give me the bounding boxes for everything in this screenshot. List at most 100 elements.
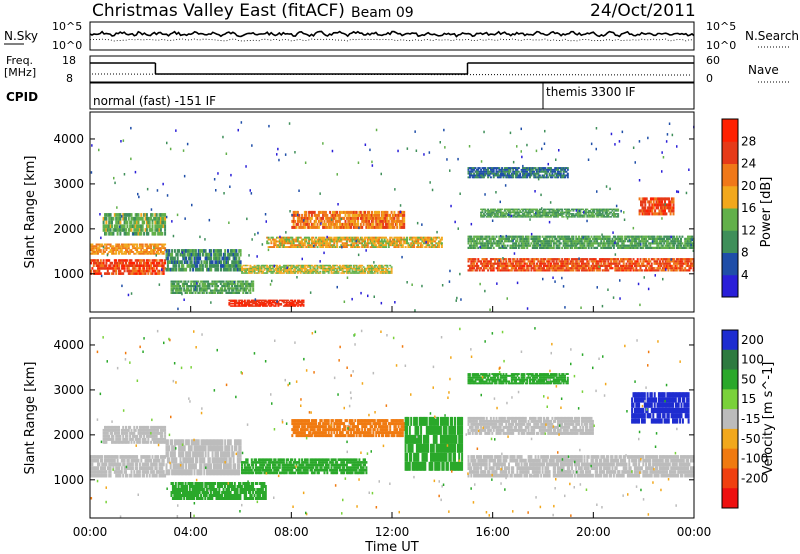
heatmap-cell: [673, 244, 675, 247]
heatmap-cell: [512, 170, 515, 173]
heatmap-cell: [612, 260, 615, 263]
heatmap-cell: [675, 269, 678, 272]
heatmap-cell: [480, 213, 483, 215]
heatmap-cell: [568, 237, 571, 240]
heatmap-cell: [152, 249, 155, 251]
heatmap-cell: [116, 228, 119, 232]
heatmap-cell: [422, 242, 425, 245]
heatmap-cell: [245, 287, 248, 290]
heatmap-cell: [154, 220, 157, 225]
heatmap-cell: [362, 216, 365, 220]
heatmap-cell: [92, 259, 95, 262]
heatmap-cell: [547, 168, 550, 171]
heatmap-cell: [291, 303, 294, 305]
heatmap-cell: [540, 258, 543, 261]
heatmap-cell: [264, 264, 267, 267]
heatmap-cell: [545, 176, 548, 179]
heatmap-cell: [499, 258, 502, 261]
heatmap-cell: [350, 246, 353, 248]
heatmap-cell: [344, 238, 347, 241]
heatmap-cell: [484, 208, 487, 211]
heatmap-cell: [372, 242, 375, 245]
heatmap-cell: [385, 216, 387, 220]
heatmap-cell: [422, 236, 425, 239]
heatmap-cell: [642, 237, 645, 240]
heatmap-cell: [653, 246, 656, 249]
heatmap-cell: [600, 264, 603, 267]
heatmap-cell: [250, 301, 253, 304]
nsearch-tick-top: 10^5: [706, 20, 736, 33]
heatmap-cell: [499, 210, 502, 212]
heatmap-cell: [174, 280, 177, 283]
heatmap-cell: [643, 237, 646, 240]
heatmap-cell: [127, 231, 130, 236]
heatmap-cell: [269, 305, 271, 307]
heatmap-cell: [217, 289, 219, 292]
heatmap-cell: [242, 300, 245, 303]
heatmap-cell: [351, 222, 354, 226]
heatmap-cell: [303, 242, 306, 245]
heatmap-cell: [536, 240, 538, 243]
heatmap-cell: [187, 249, 190, 253]
heatmap-cell: [677, 262, 680, 265]
heatmap-cell: [211, 264, 214, 268]
heatmap-cell: [333, 238, 336, 241]
heatmap-cell: [329, 266, 332, 268]
heatmap-cell: [91, 245, 94, 248]
heatmap-cell: [232, 299, 235, 302]
heatmap-cell: [487, 167, 490, 169]
heatmap-cell: [129, 228, 132, 232]
cpid-mode-label: themis 3300 IF: [546, 85, 636, 99]
heatmap-cell: [431, 244, 434, 247]
heatmap-cell: [141, 247, 144, 250]
heatmap-cell: [661, 244, 664, 247]
heatmap-cell: [105, 243, 108, 246]
heatmap-cell: [593, 264, 596, 267]
heatmap-cell: [531, 262, 534, 265]
heatmap-cell: [102, 252, 105, 255]
heatmap-cell: [303, 216, 306, 220]
heatmap-cell: [127, 245, 130, 248]
heatmap-cell: [373, 210, 376, 214]
heatmap-cell: [378, 236, 380, 239]
heatmap-cell: [246, 299, 249, 302]
heatmap-cell: [333, 269, 336, 271]
heatmap-cell: [503, 244, 506, 247]
heatmap-cell: [144, 245, 147, 248]
heatmap-cell: [162, 272, 165, 275]
heatmap-cell: [688, 269, 691, 272]
heatmap-cell: [659, 264, 661, 267]
heatmap-cell: [667, 246, 670, 249]
heatmap-cell: [597, 242, 600, 245]
heatmap-cell: [509, 235, 512, 238]
heatmap-cell: [660, 244, 663, 247]
heatmap-cell: [221, 280, 224, 283]
heatmap-cell: [365, 236, 368, 239]
heatmap-cell: [668, 267, 671, 270]
heatmap-cell: [113, 252, 116, 255]
heatmap-cell: [537, 240, 540, 243]
heatmap-cell: [636, 262, 639, 265]
heatmap-cell: [152, 245, 155, 248]
heatmap-cell: [136, 213, 139, 217]
heatmap-cell: [576, 240, 579, 243]
heatmap-cell: [420, 238, 422, 241]
heatmap-cell: [205, 287, 208, 290]
heatmap-cell: [122, 213, 125, 217]
heatmap-cell: [591, 242, 594, 245]
heatmap-cell: [214, 249, 217, 253]
heatmap-cell: [319, 272, 322, 274]
heatmap-cell: [562, 174, 565, 177]
heatmap-cell: [678, 235, 681, 238]
heatmap-cell: [336, 236, 339, 239]
heatmap-cell: [180, 260, 183, 264]
heatmap-cell: [425, 246, 428, 248]
heatmap-cell: [438, 242, 441, 245]
heatmap-cell: [285, 270, 288, 273]
heatmap-cell: [327, 270, 330, 273]
heatmap-cell: [161, 216, 164, 221]
heatmap-cell: [529, 262, 531, 265]
heatmap-cell: [319, 242, 322, 245]
heatmap-cell: [175, 252, 178, 257]
heatmap-cell: [296, 210, 299, 214]
